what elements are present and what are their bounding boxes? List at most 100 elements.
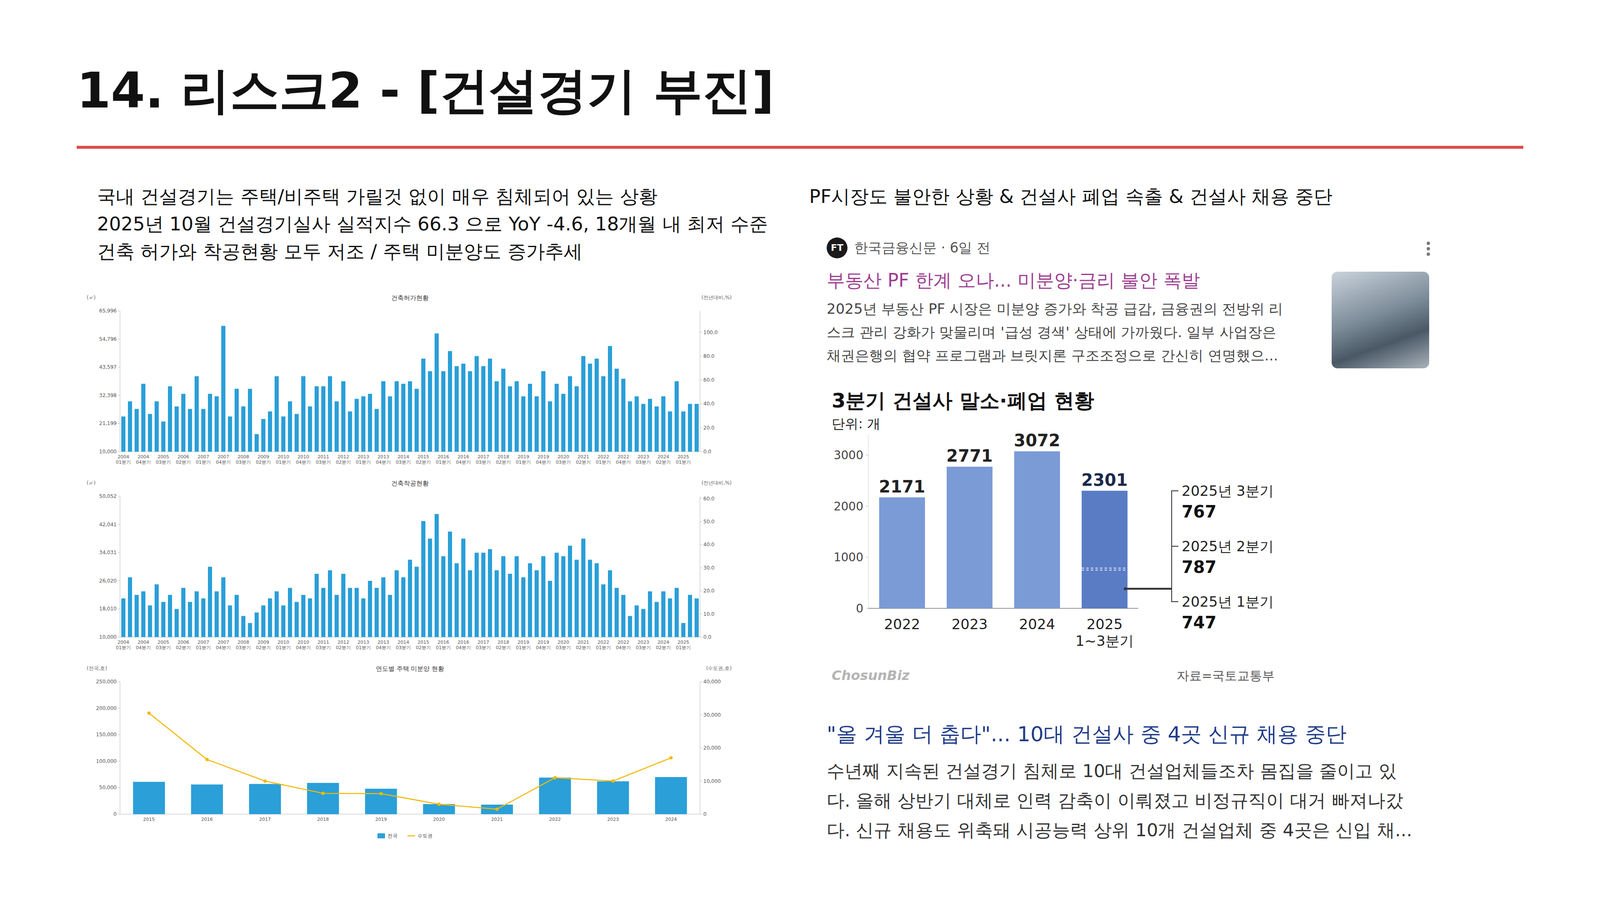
bar	[507, 573, 513, 638]
bar	[261, 419, 266, 452]
x-tick-label: 2018	[317, 816, 329, 823]
bar	[634, 396, 639, 452]
bar	[174, 608, 179, 638]
y-tick-label: 250,000	[95, 678, 117, 685]
bar	[694, 598, 699, 638]
x-tick-label: 201103분기	[315, 454, 331, 465]
bar	[161, 602, 166, 638]
bar	[879, 497, 925, 609]
y2-tick	[700, 780, 703, 782]
bar	[494, 381, 499, 452]
bar	[547, 401, 553, 452]
breakdown-value: 767	[1181, 502, 1217, 522]
bar	[134, 595, 139, 638]
y2-axis	[700, 310, 701, 452]
x-tick-label: 2020	[433, 816, 445, 823]
x-tick-label-line: 01분기	[595, 459, 611, 465]
left-text: 2025년 10월 건설경기실사 실적지수 66.3 으로 YoY -4.6, …	[97, 213, 768, 235]
x-tick-label-line: 2004	[117, 639, 130, 645]
x-tick-label-line: 03분기	[555, 645, 571, 651]
x-tick-label-line: 2024	[1019, 615, 1056, 633]
watermark: ChosunBiz	[831, 667, 910, 684]
x-tick-label: 200503분기	[155, 454, 171, 465]
bar	[247, 388, 253, 452]
line	[149, 713, 672, 810]
data-label: 2771	[946, 446, 993, 466]
y2-tick	[700, 590, 703, 592]
bar	[187, 408, 193, 452]
leader-line	[1125, 490, 1179, 589]
bar	[654, 406, 659, 452]
x-tick-label-line: 2019	[517, 639, 530, 645]
y2-tick-label: 0	[703, 811, 707, 818]
y-tick-label: 3000	[833, 448, 864, 463]
x-tick-label: 201301분기	[355, 454, 371, 465]
bar	[261, 605, 266, 638]
bar	[341, 381, 346, 452]
bar	[607, 570, 613, 638]
x-tick-label-line: 02분기	[655, 459, 671, 465]
bar	[294, 413, 299, 452]
x-tick-label: 20251~3분기	[1075, 615, 1134, 650]
bar	[474, 552, 479, 638]
bar	[281, 416, 286, 452]
x-tick-label: 2019	[375, 816, 387, 823]
y-axis	[120, 310, 121, 452]
bar	[234, 595, 239, 638]
bar	[514, 381, 519, 452]
x-tick-label-line: 02분기	[335, 459, 351, 465]
plot-marks	[132, 711, 687, 815]
x-tick-label-line: 2015	[417, 639, 430, 645]
bar	[194, 591, 199, 638]
bar	[134, 408, 139, 452]
y-tick	[117, 338, 120, 340]
bar	[234, 388, 239, 452]
plot-marks	[879, 451, 1128, 609]
bar	[365, 788, 398, 815]
bar	[387, 396, 393, 452]
x-tick-label-line: 2006	[177, 454, 190, 460]
segment-divider	[1081, 569, 1128, 571]
y2-tick	[700, 403, 703, 405]
bar	[167, 386, 173, 452]
x-tick-label-line: 03분기	[315, 645, 331, 651]
x-tick-label-line: 2011	[317, 639, 330, 645]
y-tick	[117, 395, 120, 396]
x-tick-label-line: 04분기	[295, 459, 311, 465]
news-body: 수년째 지속된 건설경기 침체로 10대 건설업체들조차 몸집을 줄이고 있	[826, 760, 1397, 782]
bar	[634, 605, 639, 638]
x-tick-label: 200404분기	[135, 639, 151, 651]
x-tick-label-line: 2013	[357, 454, 370, 460]
x-tick-label: 201802분기	[495, 639, 511, 651]
bar	[481, 366, 486, 452]
y-tick-label: 50,000	[99, 784, 117, 791]
y-tick-label: 43,597	[99, 364, 117, 370]
x-tick-label: 201304분기	[375, 639, 391, 651]
x-tick-label-line: 04분기	[455, 459, 471, 465]
x-tick-label-line: 04분기	[535, 459, 551, 465]
x-tick-label: 200701분기	[195, 639, 211, 651]
x-tick-label-line: 02분기	[655, 645, 671, 651]
bar	[447, 351, 453, 452]
y-tick	[117, 681, 120, 683]
x-tick-label-line: 2022	[617, 639, 630, 645]
x-tick-label-line: 2008	[237, 639, 250, 645]
y-tick	[117, 552, 120, 553]
news-body: 다. 올해 상반기 대체로 인력 감축이 이뤄졌고 비정규직이 대거 빠져나갔	[826, 790, 1404, 811]
data-label: 2301	[1081, 470, 1128, 490]
y-tick	[117, 423, 120, 424]
bar	[321, 587, 326, 638]
y-tick	[117, 760, 120, 762]
legend-label: 전국	[387, 832, 398, 839]
bar	[347, 587, 353, 638]
x-tick-label-line: 2016	[201, 816, 213, 823]
x-tick-label-line: 1~3분기	[1075, 632, 1134, 650]
x-tick-label: 201601분기	[435, 639, 451, 651]
x-tick-label-line: 01분기	[675, 645, 691, 651]
y2-tick	[700, 380, 703, 381]
y-tick	[117, 734, 120, 735]
breakdown-value: 747	[1181, 612, 1217, 633]
x-tick-label: 201001분기	[275, 639, 291, 651]
bar	[287, 587, 293, 638]
news-headline: "올 겨울 더 춥다"... 10대 건설사 중 4곳 신규 채용 중단	[826, 722, 1347, 747]
